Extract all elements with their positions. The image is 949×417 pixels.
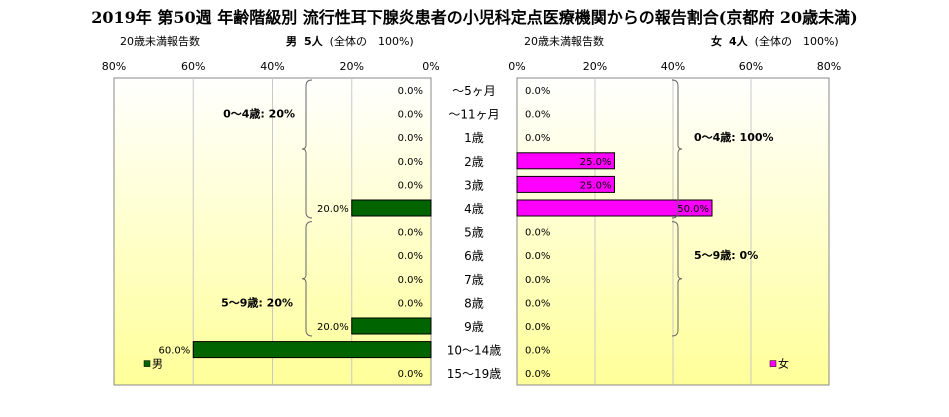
female-bar — [516, 175, 615, 193]
male-value-label: 0.0% — [398, 86, 423, 97]
male-value-label: 0.0% — [398, 157, 423, 168]
male-x-tick-label: 80% — [102, 60, 126, 73]
age-category-label: 5歳 — [464, 226, 484, 240]
male-bar — [351, 317, 432, 335]
male-x-tick-label: 20% — [340, 60, 364, 73]
age-category-label: ～5ヶ月 — [452, 84, 496, 98]
male-x-tick-label: 40% — [260, 60, 284, 73]
left-share: (全体の 100%) — [329, 35, 414, 48]
female-value-label: 25.0% — [580, 180, 612, 191]
brace-right — [671, 221, 683, 337]
male-value-label: 20.0% — [317, 322, 349, 333]
female-value-label: 0.0% — [525, 133, 550, 144]
female-x-tick-label: 80% — [817, 60, 841, 73]
left-sex-label: 男 — [286, 35, 297, 48]
right-count-value: 4人 — [729, 35, 748, 48]
female-annotation-0-4: 0～4歳: 100% — [694, 130, 774, 144]
female-value-label: 0.0% — [525, 228, 550, 239]
female-value-label: 0.0% — [525, 251, 550, 262]
male-bar — [351, 199, 432, 217]
female-value-label: 0.0% — [525, 369, 550, 380]
male-value-label: 20.0% — [317, 204, 349, 215]
brace-right — [671, 79, 683, 219]
bars — [192, 152, 713, 359]
female-value-label: 0.0% — [525, 298, 550, 309]
female-x-tick-label: 40% — [661, 60, 685, 73]
male-annotation-0-4: 0～4歳: 20% — [223, 107, 295, 121]
chart-title: 2019年 第50週 年齢階級別 流行性耳下腺炎患者の小児科定点医療機関からの報… — [91, 8, 858, 27]
female-legend-swatch — [769, 360, 777, 367]
male-value-label: 0.0% — [398, 180, 423, 191]
male-value-label: 0.0% — [398, 298, 423, 309]
female-bar — [516, 199, 713, 217]
female-bar — [516, 152, 615, 170]
age-category-label: 8歳 — [464, 296, 484, 310]
right-count-label: 20歳未満報告数 — [524, 35, 604, 48]
right-sex-summary: 女 4人 (全体の 100%) — [711, 33, 839, 49]
age-category-label: 6歳 — [464, 249, 484, 263]
male-x-tick-label: 0% — [422, 60, 439, 73]
female-x-tick-label: 60% — [739, 60, 763, 73]
male-value-label: 0.0% — [398, 133, 423, 144]
right-sex-label: 女 — [711, 35, 722, 48]
female-value-label: 50.0% — [677, 204, 709, 215]
male-legend-label: 男 — [152, 358, 163, 371]
right-share: (全体の 100%) — [754, 35, 839, 48]
male-value-label: 0.0% — [398, 369, 423, 380]
male-annotation-5-9: 5～9歳: 20% — [221, 295, 293, 309]
age-category-label: 15～19歳 — [447, 367, 502, 381]
age-category-label: ～11ヶ月 — [448, 108, 499, 122]
age-category-label: 2歳 — [464, 155, 484, 169]
age-category-label: 7歳 — [464, 273, 484, 287]
value-labels: 0.0% 0.0% 0.0% 0.0% 0.0% 20.0% 0.0% 0.0% 0.0% 0.0… — [158, 86, 709, 380]
female-value-label: 0.0% — [525, 110, 550, 121]
age-group-braces — [301, 79, 683, 337]
brace-left — [301, 79, 313, 219]
age-category-label: 4歳 — [464, 202, 484, 216]
female-annotation-5-9: 5～9歳: 0% — [694, 248, 758, 262]
male-value-label: 60.0% — [158, 346, 190, 357]
age-category-label: 9歳 — [464, 320, 484, 334]
left-count-value: 5人 — [304, 35, 323, 48]
age-category-label: 3歳 — [464, 178, 484, 192]
male-value-label: 0.0% — [398, 228, 423, 239]
female-value-label: 25.0% — [580, 157, 612, 168]
female-value-label: 0.0% — [525, 275, 550, 286]
male-value-label: 0.0% — [398, 275, 423, 286]
age-category-label: 10～14歳 — [447, 344, 502, 358]
category-labels: ～5ヶ月 ～11ヶ月 1歳 2歳 3歳 4歳 5歳 6歳 7歳 8歳 9歳 10～14歳 15～19歳 — [447, 84, 502, 381]
left-count-label: 20歳未満報告数 — [120, 35, 200, 48]
female-x-tick-label: 0% — [508, 60, 525, 73]
male-legend-swatch — [143, 360, 151, 367]
female-legend-label: 女 — [778, 357, 789, 371]
age-group-annotations: 0～4歳: 20% 5～9歳: 20% 0～4歳: 100% 5～9歳: 0% — [221, 107, 773, 310]
female-value-label: 0.0% — [525, 86, 550, 97]
age-category-label: 1歳 — [464, 131, 484, 145]
female-value-label: 0.0% — [525, 346, 550, 357]
female-x-tick-label: 20% — [583, 60, 607, 73]
male-value-label: 0.0% — [398, 251, 423, 262]
male-bar — [192, 341, 432, 359]
legends: 男女 — [143, 357, 789, 371]
brace-left — [301, 221, 313, 337]
female-value-label: 0.0% — [525, 322, 550, 333]
left-sex-summary: 男 5人 (全体の 100%) — [286, 33, 414, 49]
male-x-tick-label: 60% — [181, 60, 205, 73]
axis-ticks: 80% 60% 40% 20% 0% 0% 20% 40% 60% 80% — [102, 60, 841, 73]
male-value-label: 0.0% — [398, 110, 423, 121]
